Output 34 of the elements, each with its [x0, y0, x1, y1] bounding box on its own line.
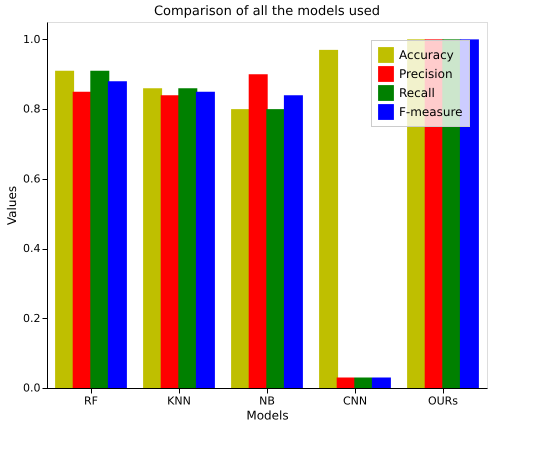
- bar: [336, 378, 356, 388]
- bar: [108, 81, 127, 388]
- legend-label: F-measure: [399, 105, 463, 119]
- bar: [231, 109, 250, 388]
- bar: [266, 109, 286, 388]
- legend-label: Precision: [399, 67, 453, 81]
- bar: [55, 70, 74, 388]
- bar: [354, 378, 374, 388]
- x-tick-label: CNN: [342, 394, 368, 408]
- bar: [248, 74, 268, 388]
- y-tick-label: 1.0: [23, 32, 40, 46]
- x-axis-title: Models: [246, 408, 289, 422]
- x-tick-label: NB: [259, 394, 275, 408]
- y-tick-label: 0.6: [23, 172, 40, 186]
- y-axis-title: Values: [5, 186, 20, 226]
- x-tick-label: RF: [84, 394, 98, 408]
- bar: [160, 95, 180, 388]
- x-tick-label: KNN: [167, 394, 191, 408]
- bar: [143, 88, 162, 388]
- y-tick-label: 0.4: [23, 242, 40, 256]
- legend-label: Recall: [399, 86, 435, 100]
- bar: [72, 92, 92, 388]
- bar: [372, 378, 391, 388]
- chart-title: Comparison of all the models used: [154, 4, 380, 19]
- bar: [196, 92, 215, 388]
- bar: [90, 70, 110, 388]
- y-tick-label: 0.8: [23, 102, 40, 116]
- x-tick-label: OURs: [428, 394, 458, 408]
- bar: [319, 50, 338, 388]
- y-tick-label: 0.2: [23, 312, 40, 325]
- bar: [284, 95, 303, 388]
- legend-label: Accuracy: [399, 48, 454, 62]
- bar: [178, 88, 198, 388]
- y-tick-label: 0.0: [23, 382, 40, 394]
